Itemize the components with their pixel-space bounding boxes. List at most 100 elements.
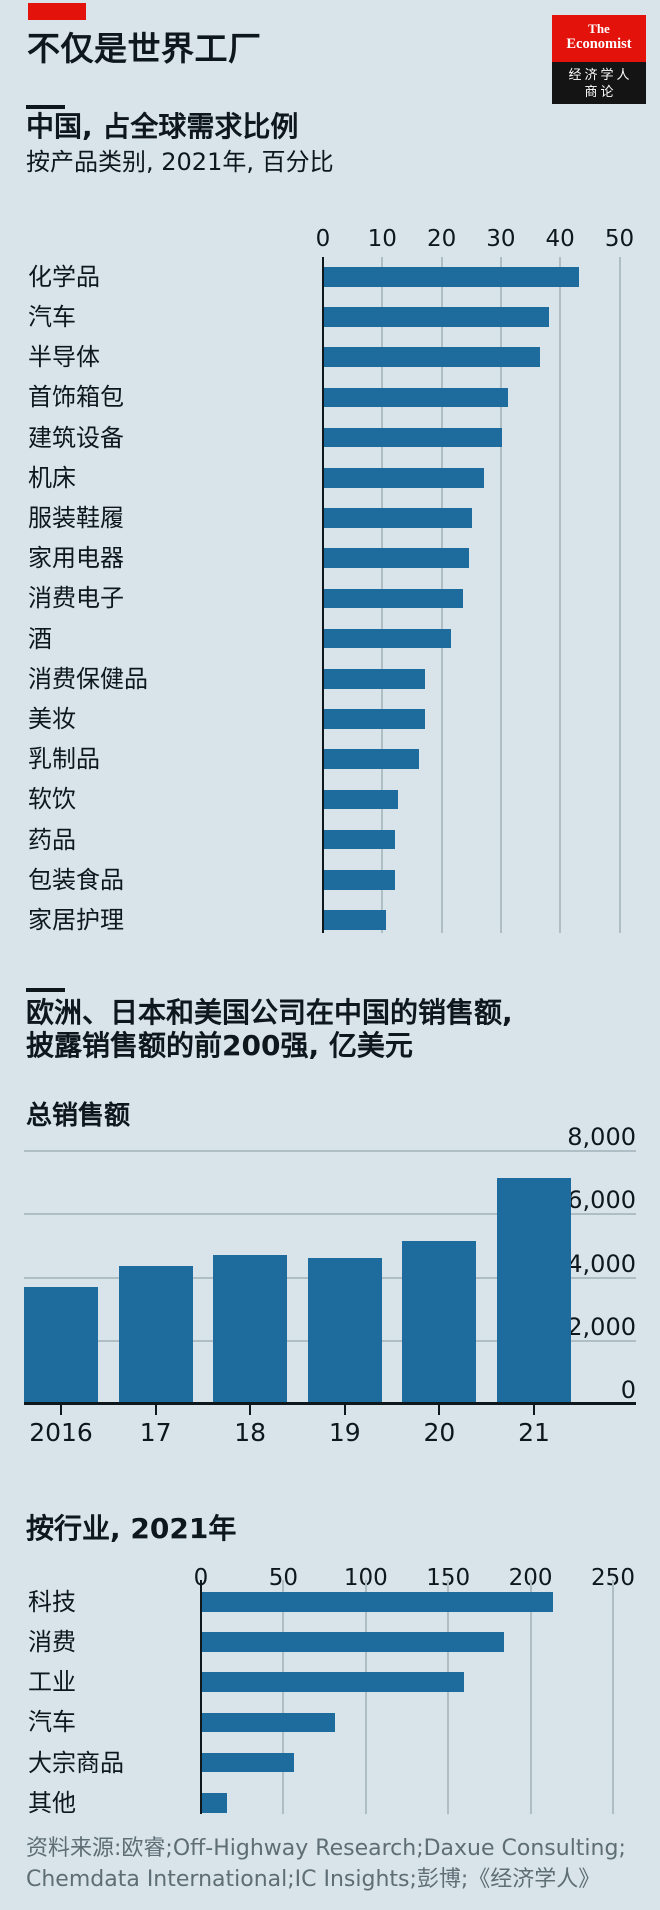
x-axis-tick-label: 0 <box>315 226 331 252</box>
bar <box>324 910 387 930</box>
x-axis-tick <box>438 1405 441 1415</box>
chart3-title: 按行业, 2021年 <box>26 1512 237 1545</box>
category-label: 乳制品 <box>28 745 100 774</box>
category-label: 酒 <box>28 624 52 653</box>
y-axis-tick-label: 8,000 <box>567 1123 636 1152</box>
chart1-subtitle: 按产品类别, 2021年, 百分比 <box>26 148 334 176</box>
category-label: 消费 <box>28 1627 76 1656</box>
source-line-2: Chemdata International;IC Insights;彭博;《经… <box>26 1867 601 1892</box>
category-label: 科技 <box>28 1587 76 1616</box>
chart2-title-line2: 披露销售额的前200强, 亿美元 <box>26 1029 413 1062</box>
category-label: 消费保健品 <box>28 664 148 693</box>
x-axis-tick-label: 0 <box>193 1565 209 1591</box>
x-axis-tick-label: 19 <box>328 1418 361 1447</box>
axis-zero-line <box>24 1402 636 1405</box>
bar <box>324 709 425 729</box>
chart2-title-line1: 欧洲、日本和美国公司在中国的销售额, <box>26 996 513 1029</box>
bar <box>202 1752 295 1773</box>
logo-text-economist: Economist <box>566 36 632 52</box>
bar <box>202 1672 465 1692</box>
bar <box>24 1286 98 1402</box>
bar <box>324 628 452 649</box>
x-axis-tick <box>249 1405 252 1415</box>
category-label: 家用电器 <box>28 544 124 573</box>
section-dash <box>26 105 65 109</box>
x-axis-tick-label: 18 <box>234 1418 267 1447</box>
x-axis-tick-label: 40 <box>545 226 575 252</box>
y-axis-tick-label: 4,000 <box>567 1249 636 1278</box>
y-axis-tick-label: 2,000 <box>567 1312 636 1341</box>
bar <box>307 1258 382 1402</box>
gridline <box>447 1580 450 1814</box>
bar <box>324 829 396 850</box>
bar <box>324 427 502 448</box>
gridline <box>364 1580 367 1814</box>
logo-text-shanglun: 商论 <box>584 85 617 100</box>
gridline <box>499 257 502 933</box>
bar <box>202 1793 227 1813</box>
category-label: 建筑设备 <box>28 423 124 452</box>
y-axis-tick-label: 6,000 <box>567 1186 636 1215</box>
gridline <box>24 1150 636 1153</box>
category-label: 半导体 <box>28 343 100 372</box>
logo-text-jingjixueren: 经济学人 <box>568 68 633 83</box>
gridline <box>612 1580 614 1814</box>
category-label: 药品 <box>28 825 76 854</box>
bar <box>213 1255 288 1402</box>
economist-logo: The Economist 经济学人 商论 <box>552 15 646 104</box>
bar <box>324 548 470 568</box>
bar <box>202 1632 504 1652</box>
bar <box>202 1712 336 1733</box>
category-label: 包装食品 <box>28 865 124 894</box>
x-axis-tick-label: 20 <box>426 226 457 252</box>
x-axis-tick <box>343 1405 346 1415</box>
category-label: 首饰箱包 <box>28 383 124 412</box>
chart1-title: 中国, 占全球需求比例 <box>26 110 299 143</box>
category-label: 工业 <box>28 1668 76 1697</box>
x-axis-tick <box>533 1405 535 1415</box>
category-label: 化学品 <box>28 262 100 291</box>
bar <box>324 347 541 367</box>
axis-zero-line <box>322 257 324 933</box>
bar <box>324 749 419 769</box>
axis-zero-line <box>200 1580 202 1814</box>
gridline <box>282 1580 285 1814</box>
bar <box>324 387 508 408</box>
bar <box>324 588 464 609</box>
x-axis-tick <box>154 1405 157 1415</box>
x-axis-tick-label: 2016 <box>29 1418 93 1447</box>
bar <box>324 307 550 327</box>
x-axis-tick-label: 17 <box>139 1418 172 1447</box>
category-label: 机床 <box>28 463 76 492</box>
x-axis-tick-label: 21 <box>518 1418 550 1447</box>
source-line-1: 资料来源:欧睿;Off-Highway Research;Daxue Consu… <box>26 1836 626 1861</box>
bar <box>324 870 396 890</box>
category-label: 其他 <box>28 1788 76 1817</box>
bar <box>402 1240 477 1402</box>
category-label: 汽车 <box>28 1708 76 1737</box>
gridline <box>618 257 621 933</box>
category-label: 服装鞋履 <box>28 503 124 532</box>
economist-logo-red-panel: The Economist <box>552 15 646 62</box>
x-axis-tick-label: 30 <box>486 226 516 252</box>
bar <box>324 789 399 810</box>
category-label: 家居护理 <box>28 905 124 934</box>
x-axis-tick-label: 20 <box>423 1418 456 1447</box>
x-axis-tick-label: 10 <box>367 226 397 252</box>
category-label: 软饮 <box>28 785 76 814</box>
x-axis-tick-label: 50 <box>604 226 635 252</box>
category-label: 美妆 <box>28 704 76 733</box>
gridline <box>559 257 562 933</box>
gridline <box>529 1580 532 1814</box>
bar <box>324 508 473 528</box>
bar <box>324 468 485 488</box>
category-label: 大宗商品 <box>28 1748 124 1777</box>
category-label: 汽车 <box>28 302 76 331</box>
section-dash <box>26 988 65 992</box>
x-axis-tick <box>60 1405 62 1415</box>
logo-text-the: The <box>588 21 610 36</box>
category-label: 消费电子 <box>28 584 124 613</box>
economist-logo-black-panel: 经济学人 商论 <box>552 62 646 104</box>
y-axis-tick-label: 0 <box>620 1376 636 1404</box>
